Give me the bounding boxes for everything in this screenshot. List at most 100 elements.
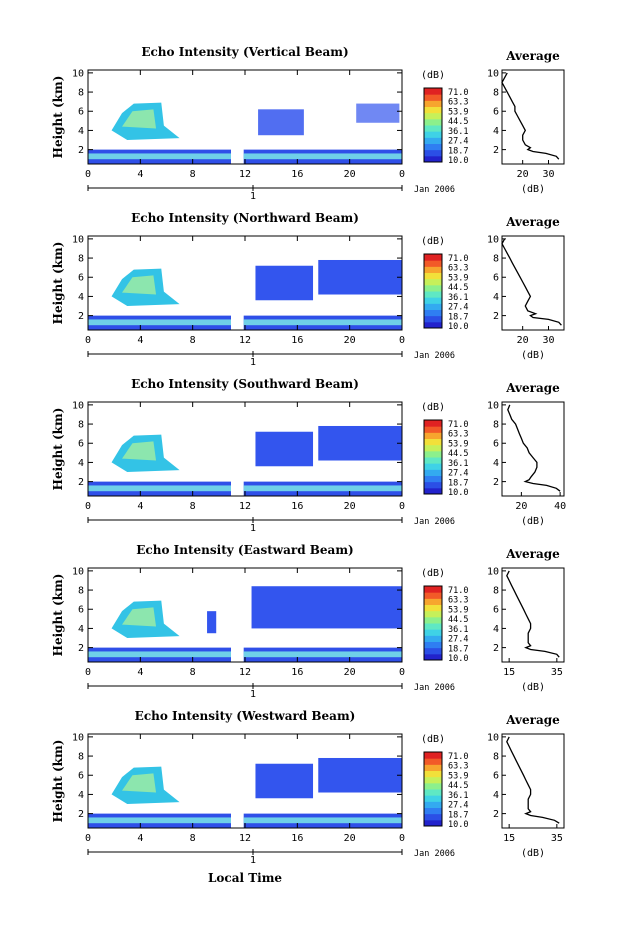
colorbar-swatch <box>424 278 442 286</box>
colorbar-swatch <box>424 764 442 771</box>
x-tick-label: 12 <box>239 833 251 844</box>
colorbar-swatch <box>424 635 442 642</box>
colorbar-swatch <box>424 254 442 261</box>
profile-title: Average <box>505 547 560 561</box>
profile-y-tick-label: 6 <box>493 273 499 284</box>
panel-4: Echo Intensity (Eastward Beam) Height (km… <box>51 543 565 700</box>
profile-line <box>506 570 560 658</box>
colorbar-swatch <box>424 444 442 452</box>
cloud-fragment <box>207 611 217 634</box>
colorbar-swatch <box>424 819 442 827</box>
colorbar-swatch <box>424 284 442 292</box>
colorbar-swatch <box>424 106 442 114</box>
colorbar-swatch <box>424 641 442 649</box>
profile-title: Average <box>505 381 560 395</box>
profile-x-tick-label: 20 <box>517 169 529 180</box>
colorbar-tick-label: 44.5 <box>448 615 468 625</box>
profile-x-tick-label: 30 <box>542 335 554 346</box>
colorbar-tick-label: 63.3 <box>448 596 468 606</box>
colorbar-swatch <box>424 653 442 661</box>
y-tick-label: 6 <box>78 273 84 284</box>
profile-frame <box>501 69 565 165</box>
colorbar-swatch <box>424 598 442 605</box>
profile-x-label: (dB) <box>521 184 545 195</box>
colorbar-swatch <box>424 782 442 790</box>
colorbar-unit: (dB) <box>421 734 445 745</box>
colorbar-swatch <box>424 131 442 138</box>
colorbar-swatch <box>424 438 442 446</box>
panel-title: Echo Intensity (Vertical Beam) <box>141 45 348 59</box>
cloud-system-late <box>251 586 402 629</box>
colorbar-unit: (dB) <box>421 236 445 247</box>
colorbar-tick-label: 71.0 <box>448 752 468 762</box>
x-tick-label: 12 <box>239 335 251 346</box>
colorbar-tick-label: 36.1 <box>448 459 468 469</box>
heatmap-cells <box>88 402 402 496</box>
colorbar-swatch <box>424 604 442 612</box>
x-tick-label: 0 <box>399 335 405 346</box>
y-axis-label: Height (km) <box>51 242 65 325</box>
colorbar-tick-label: 10.0 <box>448 820 468 830</box>
y-tick-label: 6 <box>78 771 84 782</box>
colorbar-swatch <box>424 481 442 489</box>
colorbar-frame <box>423 419 443 495</box>
colorbar-swatch <box>424 321 442 329</box>
cloud-system-late-2 <box>318 425 402 461</box>
surface-echo-core <box>88 319 238 326</box>
colorbar-swatch <box>424 260 442 267</box>
colorbar-swatch <box>424 586 442 593</box>
y-tick-label: 8 <box>78 420 84 431</box>
colorbar-tick-label: 63.3 <box>448 430 468 440</box>
surface-echo-core <box>243 485 402 492</box>
x-tick-label: 0 <box>399 501 405 512</box>
date-label: Jan 2006 <box>414 683 455 693</box>
surface-echo-core <box>88 153 238 160</box>
colorbar-tick-label: 53.9 <box>448 605 468 615</box>
surface-echo-core <box>243 651 402 658</box>
profile-y-tick-label: 6 <box>493 107 499 118</box>
x-tick-label: 4 <box>137 169 143 180</box>
x-tick-label: 20 <box>344 667 356 678</box>
profile-y-tick-label: 4 <box>493 790 499 801</box>
cloud-system-late <box>255 431 314 467</box>
colorbar-tick-label: 44.5 <box>448 283 468 293</box>
profile-x-label: (dB) <box>521 516 545 527</box>
surface-echo-core <box>243 817 402 824</box>
colorbar-swatch <box>424 266 442 273</box>
colorbar-swatch <box>424 610 442 618</box>
colorbar-swatch <box>424 629 442 636</box>
cloud-system-late <box>255 265 314 301</box>
profile-x-tick-label: 20 <box>515 501 527 512</box>
profile-y-tick-label: 8 <box>493 254 499 265</box>
profile-y-tick-label: 4 <box>493 292 499 303</box>
colorbar-tick-label: 27.4 <box>448 801 468 811</box>
profile-y-tick-label: 10 <box>487 566 499 577</box>
colorbar-swatch <box>424 432 442 439</box>
surface-echo-core <box>88 651 238 658</box>
colorbar-swatch <box>424 94 442 101</box>
y-tick-label: 10 <box>72 234 84 245</box>
x-tick-label: 0 <box>85 501 91 512</box>
y-tick-label: 4 <box>78 790 84 801</box>
x-tick-label: 4 <box>137 667 143 678</box>
colorbar-unit: (dB) <box>421 568 445 579</box>
x-tick-label: 0 <box>85 833 91 844</box>
y-axis-label: Height (km) <box>51 408 65 491</box>
colorbar-tick-label: 10.0 <box>448 322 468 332</box>
y-tick-label: 8 <box>78 254 84 265</box>
colorbar-swatch <box>424 647 442 655</box>
colorbar-swatch <box>424 813 442 821</box>
x-tick-label: 8 <box>190 169 196 180</box>
colorbar-tick-label: 36.1 <box>448 791 468 801</box>
y-tick-label: 10 <box>72 732 84 743</box>
x-axis-label: Local Time <box>208 871 282 885</box>
surface-echo-core <box>88 485 238 492</box>
profile-frame <box>501 567 565 663</box>
profile-title: Average <box>505 215 560 229</box>
colorbar-tick-label: 53.9 <box>448 771 468 781</box>
colorbar-tick-label: 36.1 <box>448 293 468 303</box>
colorbar-tick-label: 71.0 <box>448 88 468 98</box>
y-tick-label: 6 <box>78 107 84 118</box>
cloud-system-late-2 <box>318 259 402 295</box>
x-tick-label: 8 <box>190 501 196 512</box>
